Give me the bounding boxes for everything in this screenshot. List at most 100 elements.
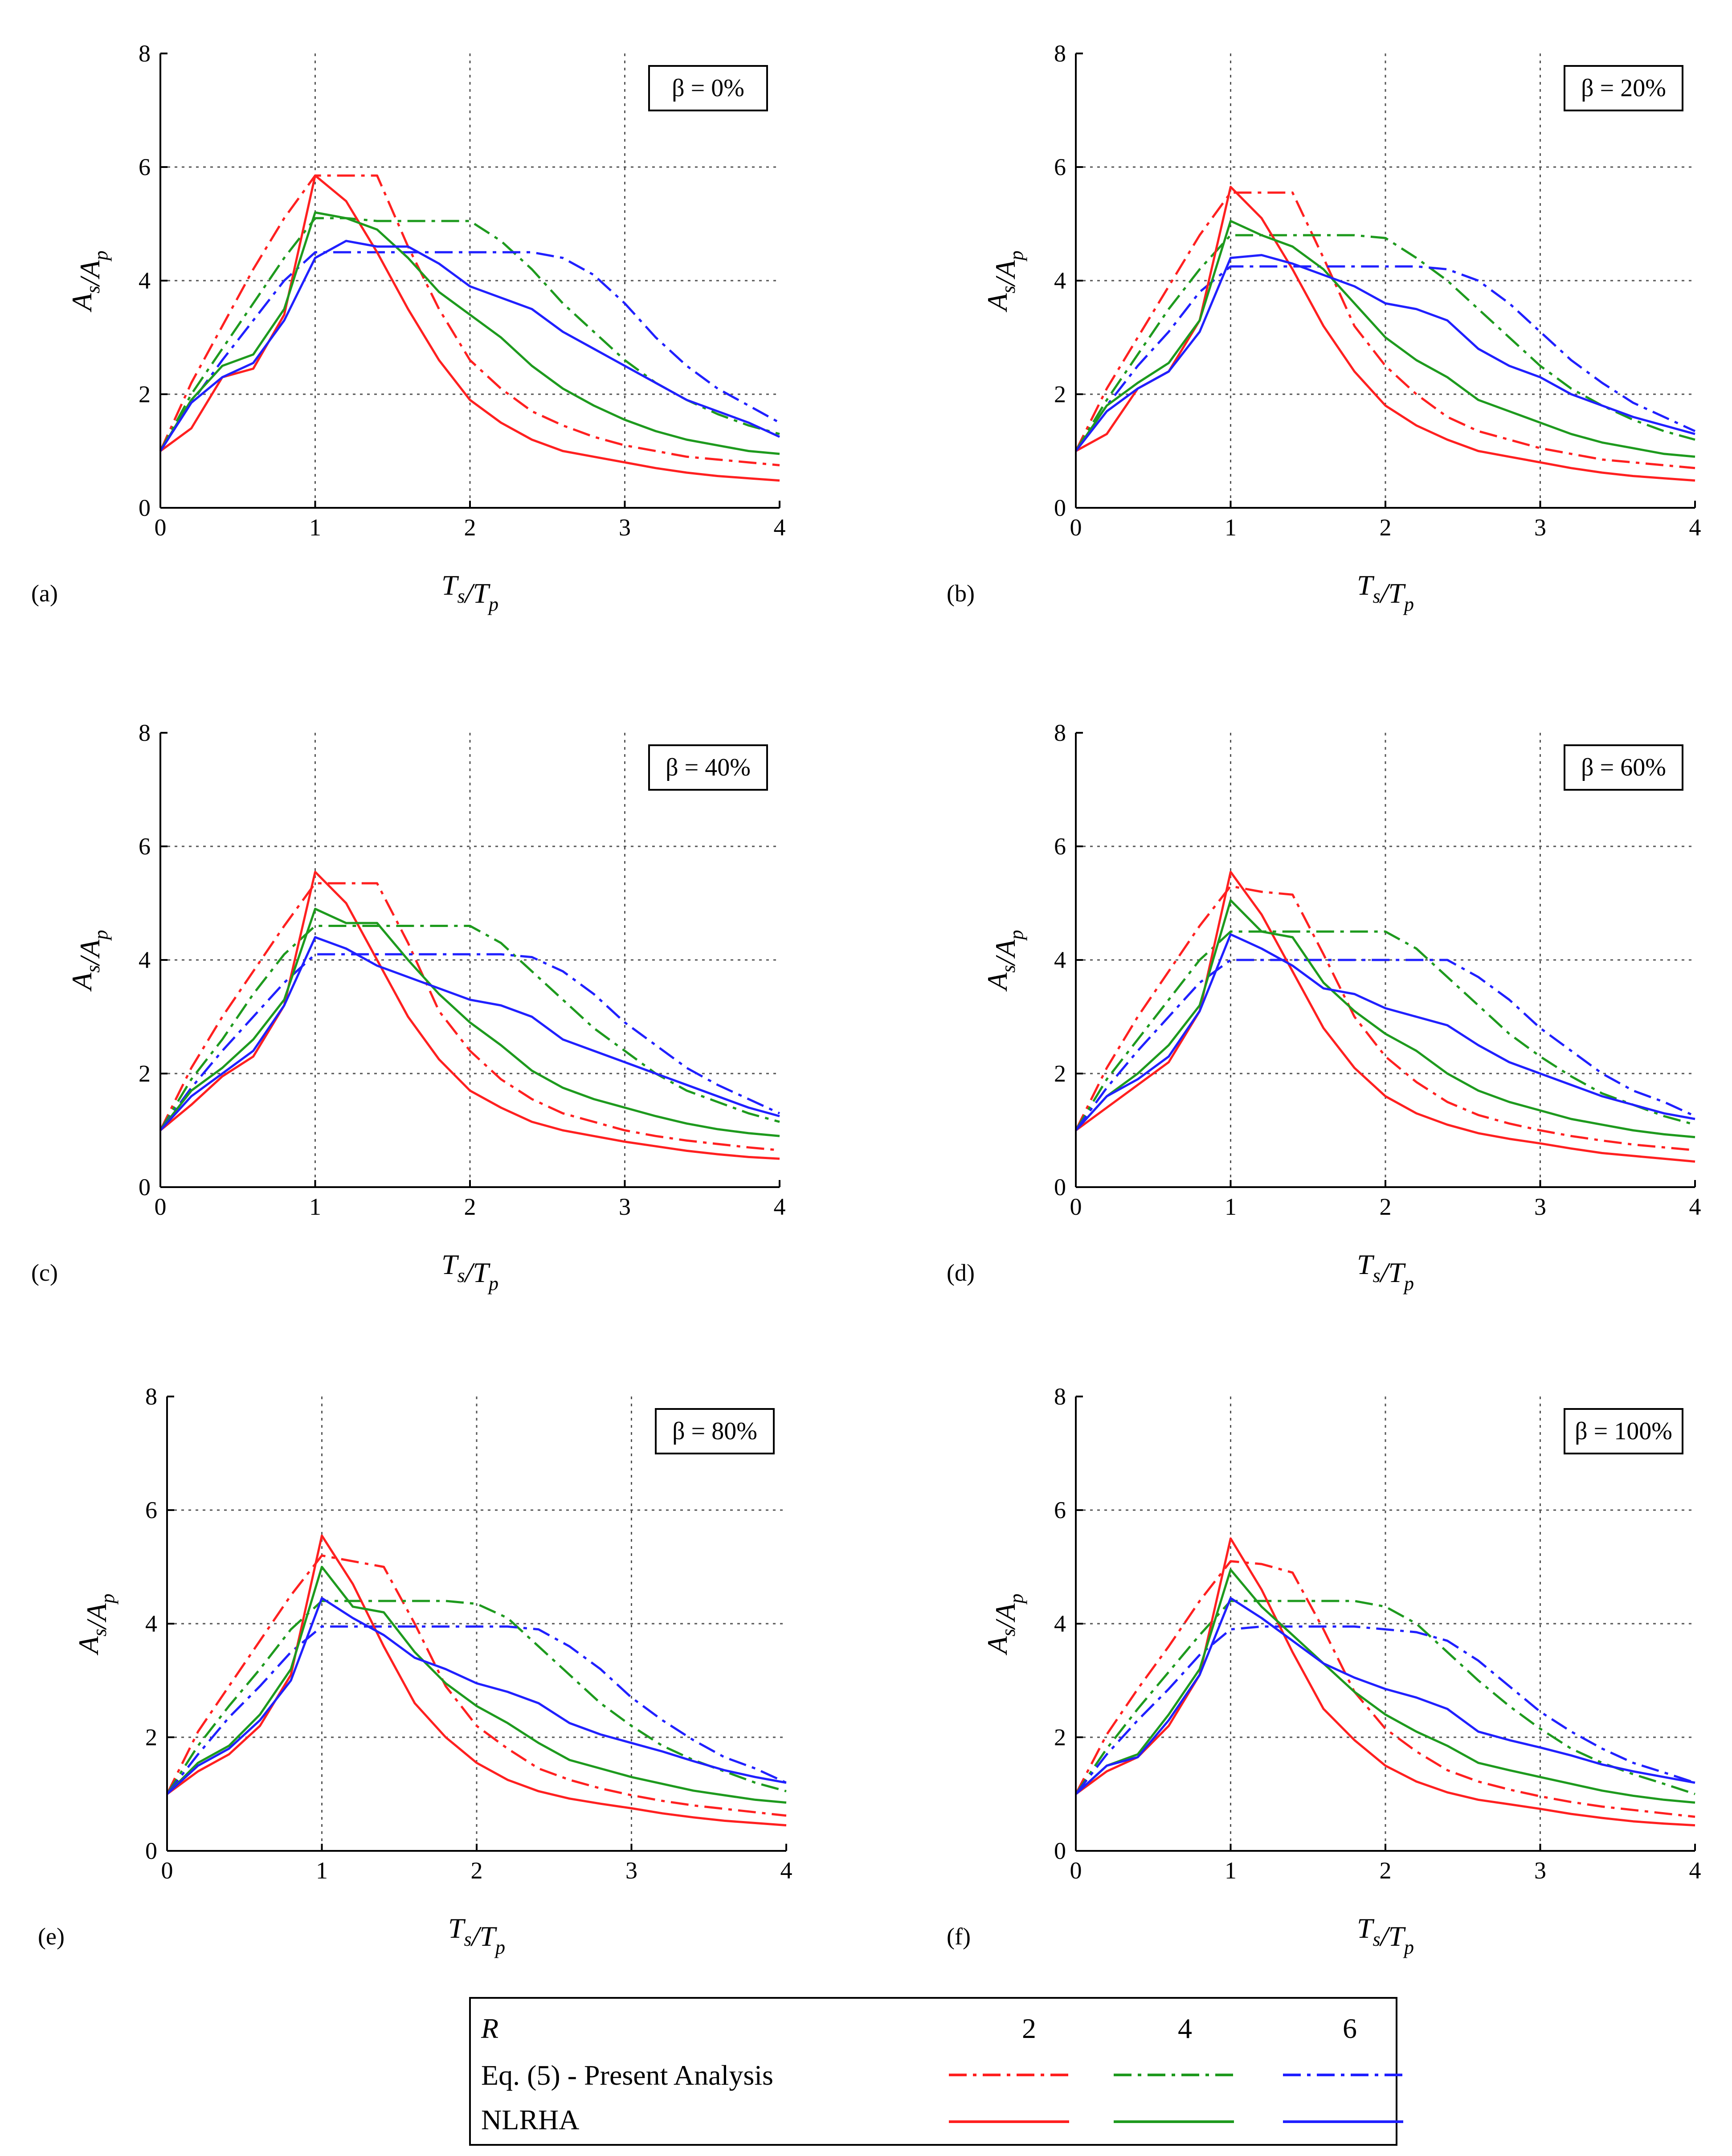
legend-r-value-6: 6 <box>1343 2013 1357 2044</box>
y-tick-label: 0 <box>139 494 151 521</box>
beta-box <box>1564 65 1683 111</box>
chart-panel-1: 0 1 2 3 4 0 2 4 6 8 Ts/Tp As/Ap β = 0% (a) <box>31 40 786 615</box>
series-line-nlrha-r2 <box>159 870 780 1160</box>
y-tick-label: 4 <box>139 267 151 294</box>
x-tick-label: 1 <box>309 1193 321 1220</box>
series-line-eq5-r4 <box>159 925 780 1131</box>
y-axis-label: As/Ap <box>981 1593 1027 1655</box>
series-line-nlrha-r6 <box>166 1597 787 1795</box>
y-tick-label: 4 <box>1054 947 1066 973</box>
x-tick-label: 1 <box>1225 1857 1237 1884</box>
series-line-nlrha-r2 <box>159 174 780 482</box>
y-tick-label: 8 <box>139 719 151 746</box>
y-axis-label: As/Ap <box>73 1593 118 1655</box>
y-tick-label: 4 <box>1054 1610 1066 1637</box>
x-tick-label: 4 <box>774 1193 786 1220</box>
y-tick-label: 6 <box>139 154 151 180</box>
legend: R 2 4 6 Eq. (5) - Present Analysis NLRHA <box>469 1997 1403 2146</box>
series-line-eq5-r6 <box>159 251 780 452</box>
beta-label: β = 100% <box>1575 1417 1672 1445</box>
series-line-nlrha-r6 <box>159 936 780 1131</box>
y-tick-label: 4 <box>145 1610 157 1637</box>
y-axis-label: As/Ap <box>66 930 112 992</box>
x-tick-label: 3 <box>1534 1857 1546 1884</box>
series-line-nlrha-r2 <box>1075 1537 1695 1827</box>
series-line-eq5-r6 <box>1074 265 1696 452</box>
series-line-eq5-r4 <box>1074 234 1695 452</box>
series-line-nlrha-r4 <box>166 1566 787 1804</box>
y-axis-label: As/Ap <box>981 250 1027 312</box>
x-tick-label: 1 <box>1225 1193 1237 1220</box>
y-tick-label: 2 <box>1054 381 1066 408</box>
y-tick-label: 6 <box>1054 1497 1066 1523</box>
series-line-eq5-r4 <box>1074 1600 1695 1795</box>
x-tick-label: 0 <box>1070 514 1082 541</box>
x-tick-label: 4 <box>1689 1193 1701 1220</box>
series-line-eq5-r2 <box>166 1554 787 1817</box>
chart-panel-3: 0 1 2 3 4 0 2 4 6 8 Ts/Tp As/Ap β = 40% (c) <box>31 719 786 1294</box>
beta-label: β = 60% <box>1581 754 1666 781</box>
x-tick-label: 1 <box>1225 514 1237 541</box>
series-line-eq5-r4 <box>166 1600 787 1795</box>
y-tick-label: 2 <box>1054 1724 1066 1751</box>
y-tick-label: 6 <box>1054 154 1066 180</box>
beta-label: β = 80% <box>672 1417 757 1445</box>
x-tick-label: 3 <box>1534 1193 1546 1220</box>
beta-label: β = 20% <box>1581 74 1666 102</box>
y-tick-label: 8 <box>1054 40 1066 67</box>
x-tick-label: 3 <box>625 1857 637 1884</box>
panel-label: (b) <box>947 580 975 607</box>
x-tick-label: 0 <box>161 1857 173 1884</box>
x-tick-label: 2 <box>471 1857 483 1884</box>
beta-label: β = 0% <box>672 74 744 102</box>
beta-box <box>655 1408 775 1454</box>
series-line-eq5-r6 <box>159 953 780 1131</box>
beta-box <box>1564 1408 1683 1454</box>
y-tick-label: 0 <box>1054 494 1066 521</box>
series-line-nlrha-r2 <box>166 1534 787 1827</box>
x-axis-label: Ts/Tp <box>1357 1249 1414 1294</box>
y-tick-label: 2 <box>139 1060 151 1087</box>
x-tick-label: 4 <box>780 1857 792 1884</box>
panel-label: (f) <box>947 1923 971 1950</box>
y-tick-label: 4 <box>1054 267 1066 294</box>
chart-panel-5: 0 1 2 3 4 0 2 4 6 8 Ts/Tp As/Ap β = 80% (e) <box>38 1383 792 1958</box>
x-tick-label: 2 <box>1380 514 1392 541</box>
legend-r-header: R <box>481 2013 498 2044</box>
x-tick-label: 3 <box>619 1193 631 1220</box>
x-tick-label: 3 <box>619 514 631 541</box>
x-tick-label: 0 <box>155 514 167 541</box>
x-tick-label: 2 <box>1380 1857 1392 1884</box>
y-tick-label: 0 <box>1054 1174 1066 1200</box>
series-line-eq5-r2 <box>159 882 780 1152</box>
y-axis-label: As/Ap <box>66 250 112 312</box>
y-tick-label: 8 <box>1054 719 1066 746</box>
series-line-eq5-r2 <box>1074 191 1695 470</box>
y-tick-label: 6 <box>139 833 151 860</box>
x-tick-label: 1 <box>316 1857 328 1884</box>
y-tick-label: 0 <box>139 1174 151 1200</box>
panel-label: (a) <box>31 580 58 607</box>
y-tick-label: 0 <box>145 1838 157 1864</box>
series-line-eq5-r2 <box>1074 1560 1695 1818</box>
chart-panel-2: 0 1 2 3 4 0 2 4 6 8 Ts/Tp As/Ap β = 20% (b) <box>947 40 1701 615</box>
legend-r-value-2: 2 <box>1022 2013 1036 2044</box>
series-line-eq5-r6 <box>1075 1625 1695 1795</box>
y-tick-label: 2 <box>145 1724 157 1751</box>
y-tick-label: 8 <box>1054 1383 1066 1410</box>
x-tick-label: 4 <box>1689 1857 1701 1884</box>
x-axis-label: Ts/Tp <box>448 1912 505 1958</box>
series-line-nlrha-r4 <box>1074 220 1695 458</box>
x-tick-label: 1 <box>309 514 321 541</box>
x-axis-label: Ts/Tp <box>441 1249 498 1294</box>
y-tick-label: 8 <box>139 40 151 67</box>
series-line-nlrha-r4 <box>1075 1568 1695 1804</box>
series-line-nlrha-r6 <box>1075 254 1695 452</box>
series-line-eq5-r2 <box>159 174 780 466</box>
x-tick-label: 4 <box>1689 514 1701 541</box>
x-tick-label: 3 <box>1534 514 1546 541</box>
x-tick-label: 0 <box>1070 1193 1082 1220</box>
y-tick-label: 8 <box>145 1383 157 1410</box>
y-tick-label: 6 <box>145 1497 157 1523</box>
